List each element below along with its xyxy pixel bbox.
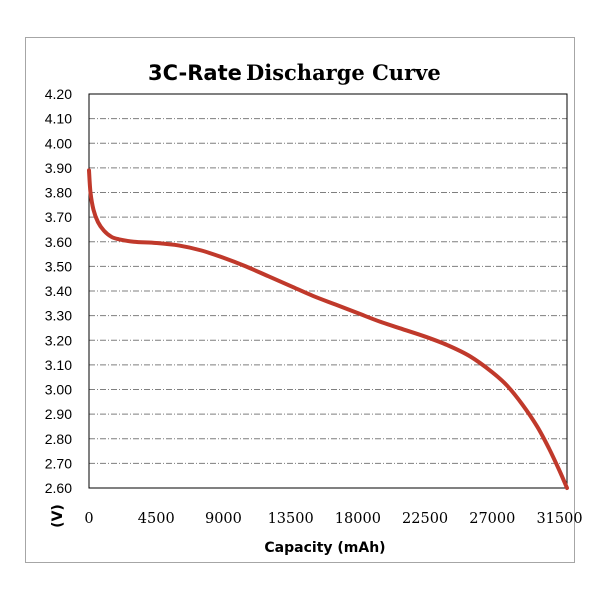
y-tick-label: 4.10 <box>45 111 72 127</box>
x-tick-labels: 0 4500 9000 13500 18000 22500 27000 31500 <box>84 511 582 527</box>
x-tick-label: 22500 <box>402 511 448 527</box>
y-tick-label: 3.40 <box>45 283 72 299</box>
y-tick-label: 3.70 <box>45 209 72 225</box>
x-axis-label: Capacity (mAh) <box>264 540 385 556</box>
y-tick-label: 4.00 <box>45 135 72 151</box>
y-tick-label: 2.60 <box>45 480 72 496</box>
x-tick-label: 18000 <box>335 511 381 527</box>
y-tick-label: 3.10 <box>45 357 72 373</box>
y-tick-label: 3.90 <box>45 160 72 176</box>
y-tick-label: 2.90 <box>45 406 72 422</box>
y-tick-label: 3.00 <box>45 382 72 398</box>
chart-title-part2: Discharge Curve <box>246 60 441 85</box>
y-tick-label: 2.70 <box>45 455 72 471</box>
y-tick-label: 3.20 <box>45 332 72 348</box>
x-tick-label: 13500 <box>268 511 314 527</box>
y-tick-label: 2.80 <box>45 431 72 447</box>
x-tick-label: 4500 <box>138 511 175 527</box>
y-tick-label: 4.20 <box>45 86 72 102</box>
chart-frame <box>25 37 575 563</box>
discharge-curve-line <box>87 168 569 490</box>
x-tick-label: 31500 <box>536 511 582 527</box>
y-axis-label: (V) <box>50 504 66 528</box>
y-tick-label: 3.60 <box>45 234 72 250</box>
y-tick-label: 3.50 <box>45 258 72 274</box>
x-tick-label: 9000 <box>205 511 242 527</box>
plot-area-border <box>88 93 568 489</box>
x-tick-label: 0 <box>84 511 93 527</box>
y-tick-label: 3.30 <box>45 308 72 324</box>
x-tick-label: 27000 <box>469 511 515 527</box>
y-tick-label: 3.80 <box>45 185 72 201</box>
chart-title-part1: 3C-Rate <box>148 61 242 85</box>
y-tick-labels: 2.60 2.70 2.80 2.90 3.00 3.10 3.20 3.30 3.40 3.50… <box>45 86 72 496</box>
gridlines <box>88 93 568 489</box>
